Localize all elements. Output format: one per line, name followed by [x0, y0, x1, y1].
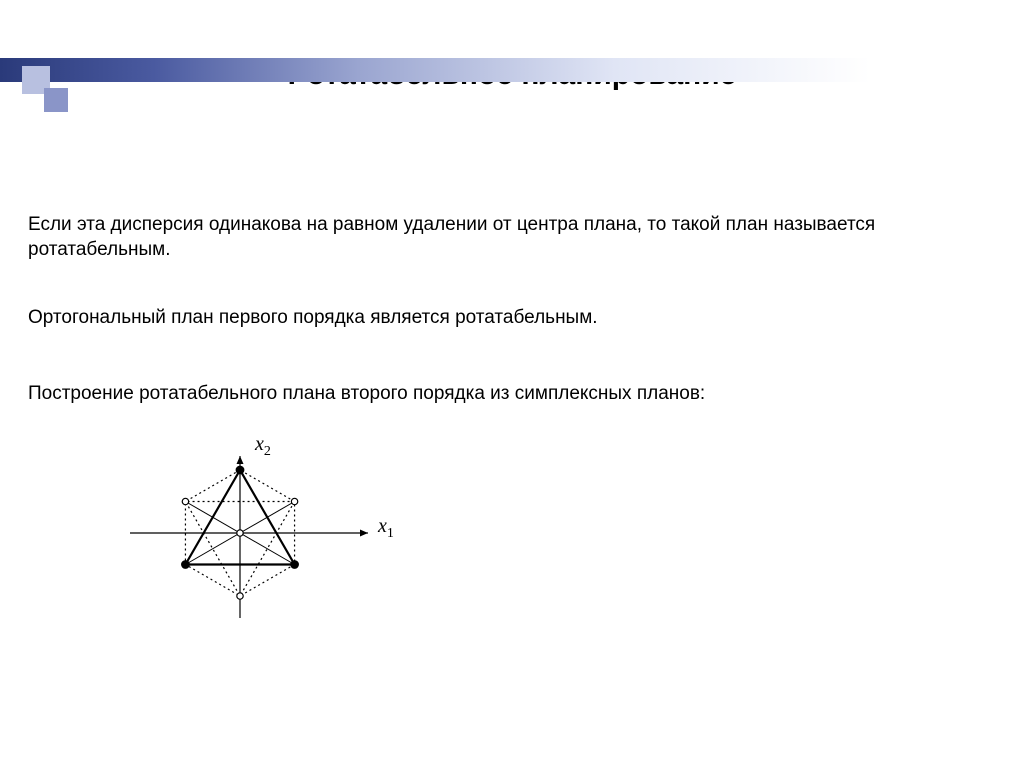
paragraph-1: Если эта дисперсия одинакова на равном у… [28, 213, 984, 262]
x-axis-label: x1 [378, 515, 394, 542]
paragraph-3: Построение ротатабельного плана второго … [28, 382, 984, 407]
paragraph-2: Ортогональный план первого порядка являе… [28, 306, 984, 331]
simplex-diagram: x2 x1 [90, 428, 410, 648]
deco-square-2 [44, 88, 68, 112]
header-gradient [0, 58, 1024, 82]
diagram-svg [90, 428, 410, 648]
y-axis-label: x2 [255, 433, 271, 460]
